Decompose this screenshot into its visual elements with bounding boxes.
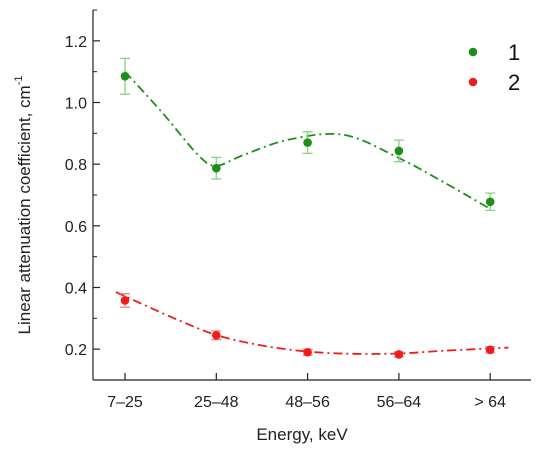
y-tick-label: 0.4 [65,281,87,298]
y-tick-label: 0.2 [65,342,87,359]
series-1-point [485,197,495,207]
x-tick-label: 48–56 [285,394,330,411]
series-1-fit-line [124,71,491,210]
fit-curves-layer [115,71,509,355]
y-axis-title-text: Linear attenuation coefficient, cm [15,85,34,334]
series-2-point [212,330,221,340]
y-tick-label: 1.0 [65,96,87,113]
x-tick-label: 25–48 [194,394,239,411]
series-1-point [212,163,221,173]
series-2-point [120,296,130,305]
x-tick-label: 56–64 [377,394,422,411]
legend-label-1: 1 [508,40,520,65]
axes-layer [92,9,531,381]
series-2-point [303,347,312,357]
y-tick-label: 0.6 [65,219,87,236]
y-axis-title-superscript: -1 [13,76,25,86]
y-tick-label: 1.2 [65,34,87,51]
series-1-point [303,138,312,147]
series-2-fit-line [115,291,509,355]
y-axis-title: Linear attenuation coefficient, cm-1 [13,76,34,335]
series-1-point [120,71,130,81]
legend: 12 [468,40,520,95]
x-tick-label: > 64 [474,394,506,411]
legend-marker-2 [468,77,478,87]
x-axis-title: Energy, keV [256,425,348,444]
x-tick-label: 7–25 [107,394,143,411]
y-tick-label: 0.8 [65,157,87,174]
labels-layer: 0.2 0.4 0.6 0.8 1.0 1.2 7–25 25–48 48–56 56–64 > 6… [13,34,506,444]
series-2-point [485,345,495,355]
error-bars-layer [120,57,496,358]
legend-marker-1 [468,47,478,57]
legend-label-2: 2 [508,70,520,95]
series-2-point [394,350,404,359]
data-points-layer [120,71,495,359]
series-1-point [394,146,404,156]
